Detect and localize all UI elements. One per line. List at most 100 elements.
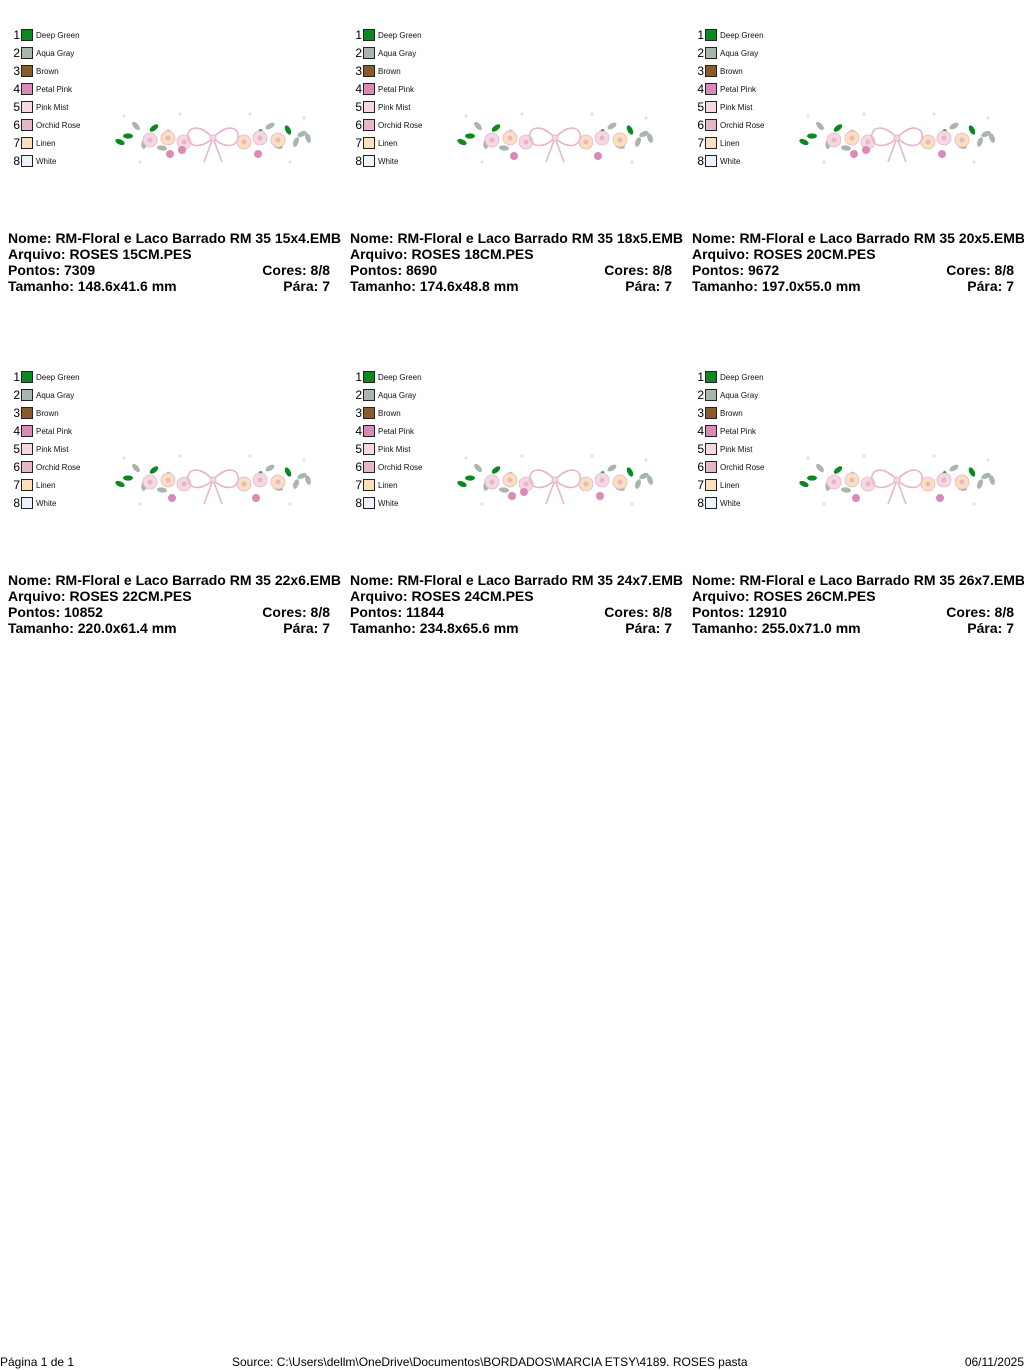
palette-index: 6: [13, 118, 20, 132]
color-swatch: [21, 47, 33, 59]
color-swatch: [363, 119, 375, 131]
leaf: [807, 475, 817, 481]
design-block: 1 Deep Green 2 Aqua Gray 3 Brown 4 Petal Pink 5 P…: [684, 0, 1024, 320]
color-count: Cores: 8/8: [262, 604, 330, 620]
leaf: [293, 137, 299, 147]
color-swatch: [363, 407, 375, 419]
leaf: [607, 464, 617, 472]
rose-center: [489, 137, 495, 143]
palette-index: 8: [697, 496, 704, 510]
file-name: Arquivo: ROSES 24CM.PES: [350, 588, 534, 604]
embroidery-preview: [799, 454, 995, 506]
leaf: [474, 463, 482, 473]
palette-index: 8: [13, 496, 20, 510]
stitch-count: Pontos: 9672: [692, 262, 780, 278]
color-count: Cores: 8/8: [262, 262, 330, 278]
color-swatch: [21, 371, 33, 383]
palette-index: 1: [697, 28, 704, 42]
leaf: [626, 125, 634, 135]
palette-index: 5: [13, 442, 20, 456]
info-line: Tamanho: 220.0x61.4 mm Pára: 7: [8, 620, 330, 636]
palette-row: 3 Brown: [690, 406, 742, 420]
thread-name: Brown: [720, 66, 743, 76]
rose-center: [617, 137, 623, 143]
design-size: Tamanho: 148.6x41.6 mm: [8, 278, 177, 294]
print-date: 06/11/2025: [964, 1355, 1024, 1369]
leaf: [977, 137, 983, 147]
palette-index: 4: [13, 82, 20, 96]
stop-count: Pára: 7: [625, 620, 672, 636]
color-swatch: [363, 425, 375, 437]
palette-row: 4 Petal Pink: [690, 424, 756, 438]
palette-row: 8 White: [6, 496, 56, 510]
info-line: Arquivo: ROSES 20CM.PES: [692, 246, 1014, 262]
design-info: Nome: RM-Floral e Laco Barrado RM 35 22x…: [8, 572, 341, 636]
color-swatch: [705, 461, 717, 473]
color-swatch: [21, 407, 33, 419]
stop-count: Pára: 7: [625, 278, 672, 294]
palette-row: 5 Pink Mist: [6, 442, 68, 456]
rose-center: [257, 477, 263, 483]
sparkle-dot: [122, 114, 126, 118]
palette-index: 2: [13, 388, 20, 402]
info-line: Pontos: 10852 Cores: 8/8: [8, 604, 330, 620]
stitch-count: Pontos: 11844: [350, 604, 445, 620]
design-size: Tamanho: 220.0x61.4 mm: [8, 620, 177, 636]
palette-index: 8: [13, 154, 20, 168]
rose-center: [925, 481, 931, 487]
info-line: Nome: RM-Floral e Laco Barrado RM 35 20x…: [692, 230, 1024, 246]
thread-name: Linen: [36, 480, 56, 490]
color-swatch: [21, 119, 33, 131]
design-name: Nome: RM-Floral e Laco Barrado RM 35 15x…: [8, 230, 341, 246]
palette-row: 3 Brown: [348, 406, 400, 420]
palette-index: 5: [13, 100, 20, 114]
palette-row: 2 Aqua Gray: [348, 46, 416, 60]
leaf: [491, 466, 501, 474]
rose-center: [147, 137, 153, 143]
rose-center: [181, 139, 187, 145]
bow-loop-left: [187, 469, 215, 489]
thread-name: Pink Mist: [720, 102, 753, 112]
palette-row: 8 White: [690, 496, 740, 510]
sparkle-dot: [630, 160, 634, 164]
thread-name: White: [378, 498, 399, 508]
stop-count: Pára: 7: [283, 620, 330, 636]
thread-name: Aqua Gray: [378, 48, 417, 58]
palette-index: 4: [697, 82, 704, 96]
palette-index: 8: [355, 496, 362, 510]
design-size: Tamanho: 255.0x71.0 mm: [692, 620, 861, 636]
leaf: [635, 479, 641, 489]
embroidery-preview: [115, 112, 311, 164]
leaf: [115, 480, 125, 488]
file-name: Arquivo: ROSES 20CM.PES: [692, 246, 876, 262]
color-swatch: [21, 137, 33, 149]
design-name: Nome: RM-Floral e Laco Barrado RM 35 18x…: [350, 230, 683, 246]
palette-index: 8: [697, 154, 704, 168]
palette-index: 2: [355, 46, 362, 60]
small-flower: [254, 150, 262, 158]
palette-index: 2: [697, 388, 704, 402]
small-flower: [936, 494, 944, 502]
leaf: [149, 124, 159, 132]
color-swatch: [363, 101, 375, 113]
color-swatch: [21, 83, 33, 95]
color-swatch: [363, 461, 375, 473]
leaf: [968, 125, 976, 135]
info-line: Tamanho: 174.6x48.8 mm Pára: 7: [350, 278, 672, 294]
palette-index: 4: [355, 424, 362, 438]
palette-row: 3 Brown: [6, 406, 58, 420]
color-swatch: [705, 389, 717, 401]
color-count: Cores: 8/8: [604, 604, 672, 620]
rose-center: [941, 135, 947, 141]
leaf: [799, 138, 809, 146]
design-block: 1 Deep Green 2 Aqua Gray 3 Brown 4 Petal Pink 5 P…: [342, 0, 684, 320]
thread-name: Orchid Rose: [378, 462, 423, 472]
rose-center: [241, 481, 247, 487]
thread-name: Pink Mist: [36, 102, 69, 112]
leaf: [816, 121, 824, 131]
design-block: 1 Deep Green 2 Aqua Gray 3 Brown 4 Petal Pink 5 P…: [342, 342, 684, 662]
color-swatch: [363, 83, 375, 95]
rose-center: [523, 481, 529, 487]
thread-name: Petal Pink: [720, 426, 757, 436]
design-name: Nome: RM-Floral e Laco Barrado RM 35 26x…: [692, 572, 1024, 588]
